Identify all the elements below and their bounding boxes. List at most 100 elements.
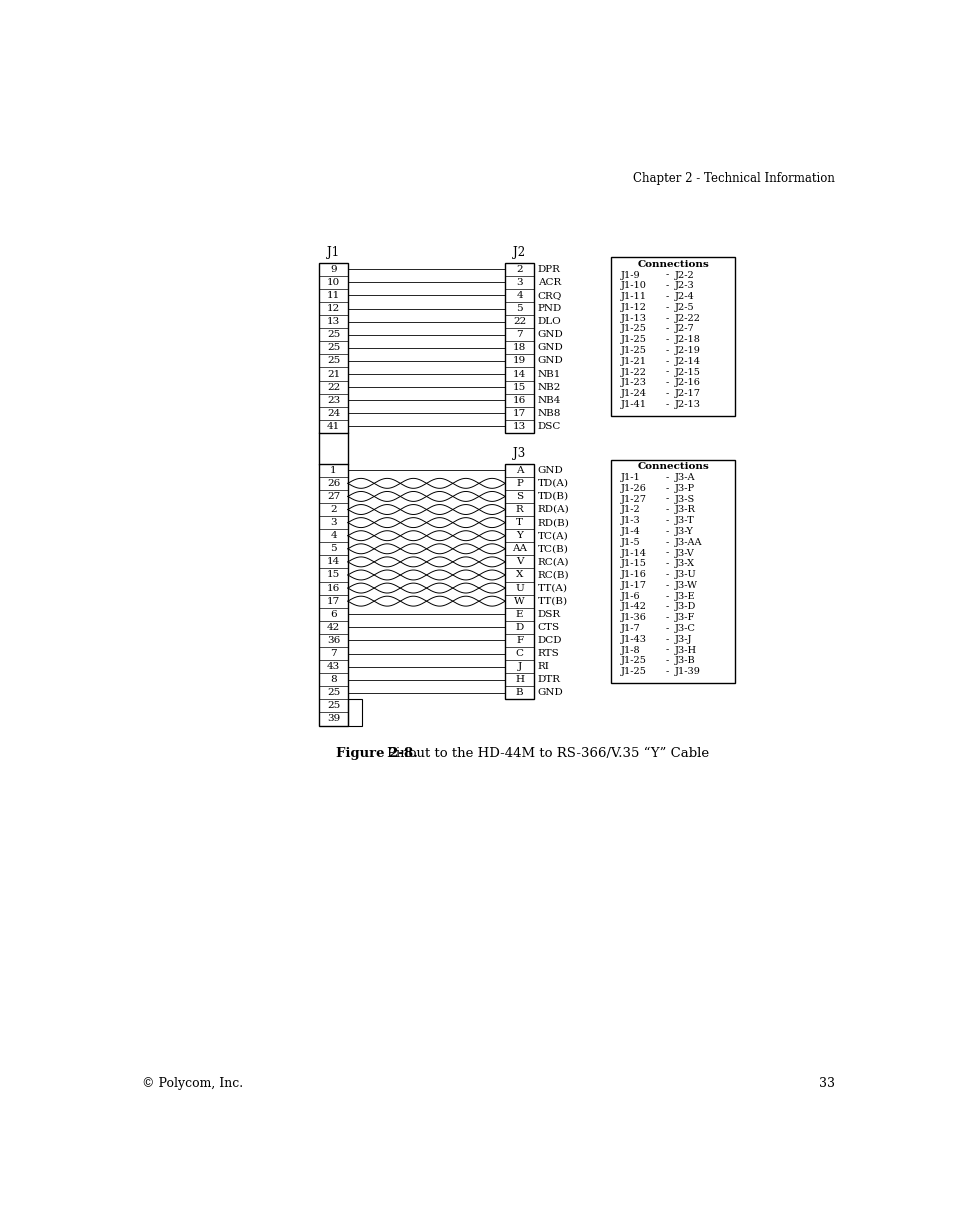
- Text: TD(A): TD(A): [537, 479, 568, 488]
- Text: -: -: [665, 494, 668, 503]
- Text: -: -: [665, 526, 668, 536]
- Text: J1-23: J1-23: [620, 378, 646, 388]
- Text: TT(A): TT(A): [537, 584, 567, 593]
- Text: 22: 22: [327, 383, 340, 391]
- Text: NB8: NB8: [537, 409, 560, 417]
- Text: J1-15: J1-15: [620, 560, 646, 568]
- Text: 2: 2: [330, 506, 336, 514]
- Text: J3-R: J3-R: [674, 506, 695, 514]
- Text: RTS: RTS: [537, 649, 558, 658]
- Text: J1-25: J1-25: [620, 667, 646, 676]
- Text: J3-A: J3-A: [674, 474, 695, 482]
- Text: -: -: [665, 389, 668, 398]
- Text: 5: 5: [330, 545, 336, 553]
- Text: J1-39: J1-39: [674, 667, 700, 676]
- Text: © Polycom, Inc.: © Polycom, Inc.: [142, 1076, 243, 1090]
- Text: 22: 22: [513, 317, 526, 326]
- Text: 25: 25: [327, 688, 340, 697]
- Text: S: S: [516, 492, 522, 501]
- Text: -: -: [665, 571, 668, 579]
- Text: D: D: [515, 623, 523, 632]
- Text: J3-E: J3-E: [674, 591, 695, 601]
- Text: 25: 25: [327, 330, 340, 339]
- Text: PND: PND: [537, 304, 561, 313]
- Text: T: T: [516, 518, 522, 528]
- Text: J3-X: J3-X: [674, 560, 695, 568]
- Text: 19: 19: [513, 356, 526, 366]
- Text: RD(B): RD(B): [537, 518, 569, 528]
- Text: -: -: [665, 281, 668, 291]
- Text: 17: 17: [327, 596, 340, 606]
- Text: J2-16: J2-16: [674, 378, 700, 388]
- Text: 4: 4: [516, 291, 522, 299]
- Text: -: -: [665, 271, 668, 280]
- Text: X: X: [516, 571, 522, 579]
- Text: J2: J2: [513, 245, 525, 259]
- Text: J3-W: J3-W: [674, 580, 698, 590]
- Text: J1-9: J1-9: [620, 271, 639, 280]
- Text: J2-18: J2-18: [674, 335, 700, 345]
- Text: 26: 26: [327, 479, 340, 488]
- Text: -: -: [665, 634, 668, 644]
- Text: E: E: [516, 610, 523, 618]
- Text: J1-16: J1-16: [620, 571, 646, 579]
- Text: -: -: [665, 602, 668, 611]
- Text: J3-H: J3-H: [674, 645, 697, 654]
- Text: J1-25: J1-25: [620, 324, 646, 334]
- Text: 25: 25: [327, 344, 340, 352]
- Text: GND: GND: [537, 466, 563, 475]
- Text: 8: 8: [330, 675, 336, 685]
- Text: -: -: [665, 560, 668, 568]
- Text: -: -: [665, 314, 668, 323]
- Text: Figure 2-8.: Figure 2-8.: [335, 747, 417, 760]
- Text: J2-17: J2-17: [674, 389, 700, 398]
- Text: -: -: [665, 324, 668, 334]
- Text: J1-42: J1-42: [620, 602, 646, 611]
- Text: 3: 3: [516, 277, 522, 287]
- Text: 3: 3: [330, 518, 336, 528]
- Text: DLO: DLO: [537, 317, 561, 326]
- Text: 6: 6: [330, 610, 336, 618]
- Bar: [319, 263, 348, 433]
- Text: 41: 41: [327, 422, 340, 431]
- Text: 18: 18: [513, 344, 526, 352]
- Text: DPR: DPR: [537, 265, 560, 274]
- Text: -: -: [665, 537, 668, 547]
- Text: ACR: ACR: [537, 277, 560, 287]
- Bar: [505, 464, 534, 699]
- Text: TC(B): TC(B): [537, 545, 568, 553]
- Text: CRQ: CRQ: [537, 291, 561, 299]
- Text: U: U: [515, 584, 523, 593]
- Text: 25: 25: [327, 356, 340, 366]
- Text: -: -: [665, 378, 668, 388]
- Text: -: -: [665, 346, 668, 355]
- Text: R: R: [516, 506, 523, 514]
- Text: J2-14: J2-14: [674, 357, 700, 366]
- Text: J1-41: J1-41: [620, 400, 646, 409]
- Text: 23: 23: [327, 395, 340, 405]
- Text: J3-D: J3-D: [674, 602, 696, 611]
- Text: J3-Y: J3-Y: [674, 526, 693, 536]
- Text: -: -: [665, 614, 668, 622]
- Text: -: -: [665, 357, 668, 366]
- Text: C: C: [515, 649, 523, 658]
- Text: DSC: DSC: [537, 422, 560, 431]
- Text: Pinout to the HD-44M to RS-366/V.35 “Y” Cable: Pinout to the HD-44M to RS-366/V.35 “Y” …: [386, 747, 708, 760]
- Text: J1-27: J1-27: [620, 494, 646, 503]
- Text: 13: 13: [513, 422, 526, 431]
- Text: J1-12: J1-12: [620, 303, 646, 312]
- Text: J1-21: J1-21: [620, 357, 646, 366]
- Text: 25: 25: [327, 702, 340, 710]
- Text: 27: 27: [327, 492, 340, 501]
- Text: J1-14: J1-14: [620, 548, 646, 557]
- Text: J3-U: J3-U: [674, 571, 696, 579]
- Text: DTR: DTR: [537, 675, 560, 685]
- Text: TD(B): TD(B): [537, 492, 568, 501]
- Text: J1-25: J1-25: [620, 656, 646, 665]
- Text: J2-13: J2-13: [674, 400, 700, 409]
- Text: 33: 33: [819, 1076, 835, 1090]
- Text: 2: 2: [516, 265, 522, 274]
- Text: GND: GND: [537, 688, 563, 697]
- Text: -: -: [665, 506, 668, 514]
- Text: 11: 11: [327, 291, 340, 299]
